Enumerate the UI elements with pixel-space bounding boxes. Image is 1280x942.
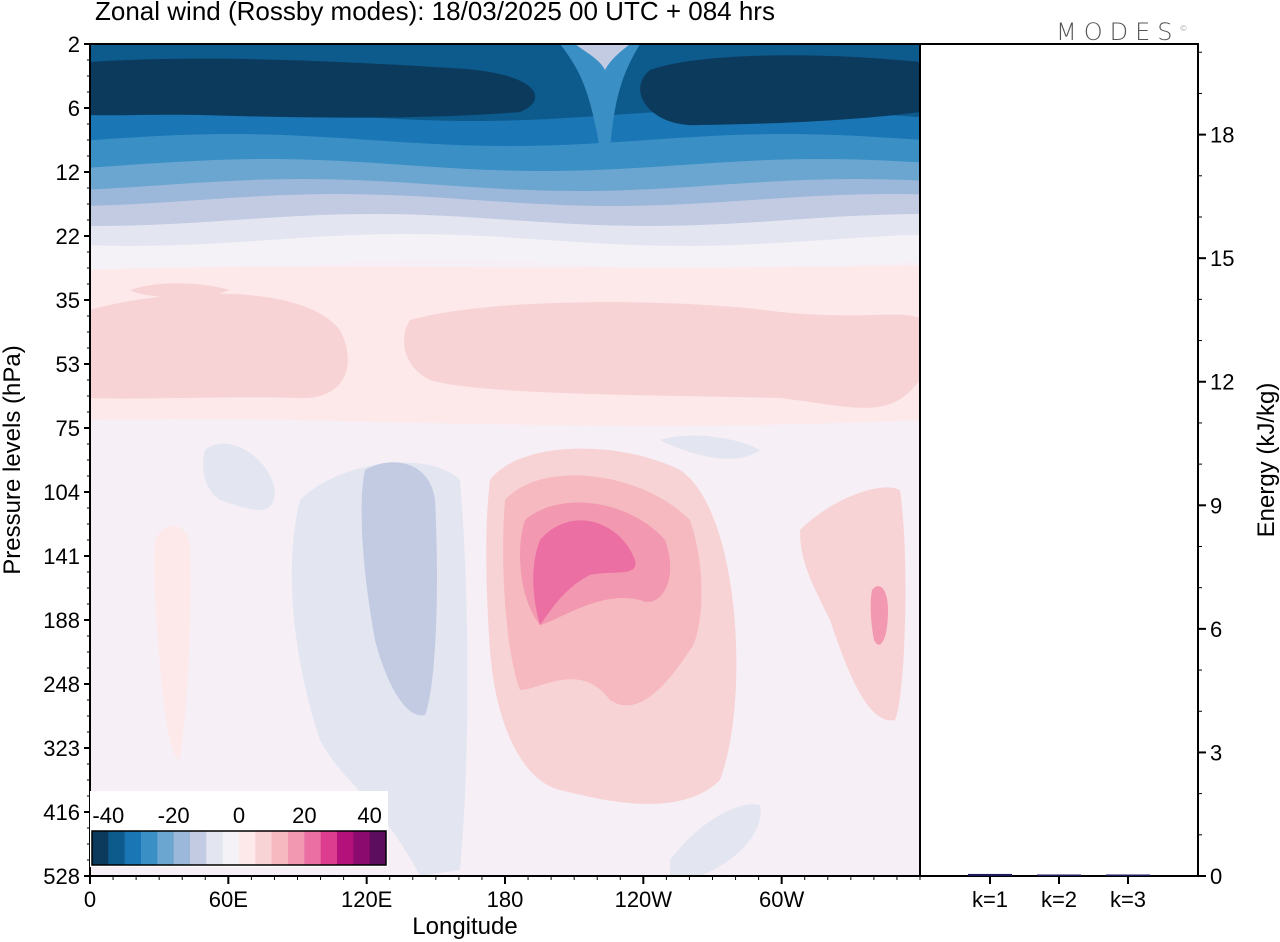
energy-y-axis-label: Energy (kJ/kg)	[1253, 383, 1280, 538]
colorbar-swatch	[369, 831, 387, 865]
colorbar-swatch	[222, 831, 240, 865]
y-tick-label: 2	[68, 32, 80, 57]
energy-y-tick-label: 15	[1210, 246, 1234, 271]
x-tick-label: 120W	[615, 887, 673, 912]
colorbar-swatch	[239, 831, 256, 865]
colorbar-tick-label: 0	[233, 803, 245, 828]
colorbar-swatch	[173, 831, 191, 865]
colorbar-tick-label: 40	[357, 803, 381, 828]
energy-x-tick-label: k=3	[1110, 887, 1146, 912]
contour-band	[203, 443, 275, 510]
y-tick-label: 12	[56, 160, 80, 185]
contour-band	[90, 293, 348, 399]
zonal-wind-contour-field	[90, 44, 920, 876]
contour-band	[575, 44, 630, 70]
energy-panel-frame	[919, 43, 1199, 877]
energy-bar	[968, 873, 1012, 876]
x-tick-label: 0	[84, 887, 96, 912]
colorbar-frame	[91, 830, 387, 866]
y-tick-label: 53	[56, 352, 80, 377]
energy-x-tick-label: k=2	[1041, 887, 1077, 912]
contour-band	[800, 487, 906, 721]
contour-band	[660, 435, 760, 459]
contour-band	[361, 462, 437, 716]
x-tick-label: 180	[487, 887, 524, 912]
chart-title: Zonal wind (Rossby modes): 18/03/2025 00…	[95, 0, 775, 26]
colorbar-swatch	[190, 831, 207, 865]
contour-band	[870, 586, 888, 645]
colorbar-swatch	[255, 831, 273, 865]
colorbar-swatch	[92, 831, 109, 865]
colorbar-swatch	[288, 831, 305, 865]
colorbar-tick-label: 20	[292, 803, 316, 828]
contour-band	[404, 302, 920, 408]
y-tick-label: 141	[43, 544, 80, 569]
energy-y-tick-label: 0	[1210, 864, 1222, 889]
colorbar-swatch	[337, 831, 354, 865]
energy-y-tick-label: 18	[1210, 123, 1234, 148]
colorbar-swatch	[304, 831, 322, 865]
y-tick-label: 188	[43, 608, 80, 633]
energy-bar	[1106, 874, 1150, 876]
contour-band	[560, 44, 640, 150]
colorbar-swatch	[124, 831, 142, 865]
x-tick-label: 120E	[341, 887, 392, 912]
colorbar-tick-label: -20	[158, 803, 190, 828]
energy-y-tick-label: 6	[1210, 617, 1222, 642]
x-tick-label: 60W	[759, 887, 804, 912]
energy-x-tick-label: k=1	[972, 887, 1008, 912]
energy-y-tick-label: 3	[1210, 740, 1222, 765]
energy-y-tick-label: 12	[1210, 370, 1234, 395]
contour-band	[533, 520, 636, 625]
colorbar-tick-label: -40	[92, 803, 124, 828]
contour-band	[154, 525, 191, 760]
colorbar-swatch	[271, 831, 289, 865]
colorbar-swatch	[141, 831, 158, 865]
colorbar-swatch	[320, 831, 338, 865]
contour-band	[90, 58, 536, 118]
colorbar-swatch	[206, 831, 224, 865]
colorbar-swatch	[108, 831, 126, 865]
contour-band	[670, 804, 761, 876]
y-tick-label: 35	[56, 288, 80, 313]
x-axis-label: Longitude	[412, 913, 517, 940]
colorbar-swatch	[157, 831, 175, 865]
energy-bar-chart: 0 3 6 9 12 15 18 k=1 k=2 k=3 Energy (kJ/kg)	[919, 43, 1280, 912]
x-tick-label: 60E	[209, 887, 248, 912]
contour-band	[130, 283, 230, 300]
y-axis-label: Pressure levels (hPa)	[0, 345, 26, 574]
colorbar: -40 -20 0 20 40	[90, 791, 388, 867]
energy-y-tick-label: 9	[1210, 493, 1222, 518]
modes-logo: MODES©	[1056, 18, 1188, 46]
colorbar-swatch	[353, 831, 371, 865]
y-tick-label: 104	[43, 480, 80, 505]
y-tick-label: 323	[43, 736, 80, 761]
y-tick-label: 22	[56, 224, 80, 249]
y-tick-label: 248	[43, 672, 80, 697]
energy-bar	[1037, 874, 1081, 876]
y-tick-label: 416	[43, 800, 80, 825]
y-tick-label: 75	[56, 416, 80, 441]
y-tick-label: 6	[68, 96, 80, 121]
contour-band	[640, 55, 920, 126]
y-tick-label: 528	[43, 864, 80, 889]
